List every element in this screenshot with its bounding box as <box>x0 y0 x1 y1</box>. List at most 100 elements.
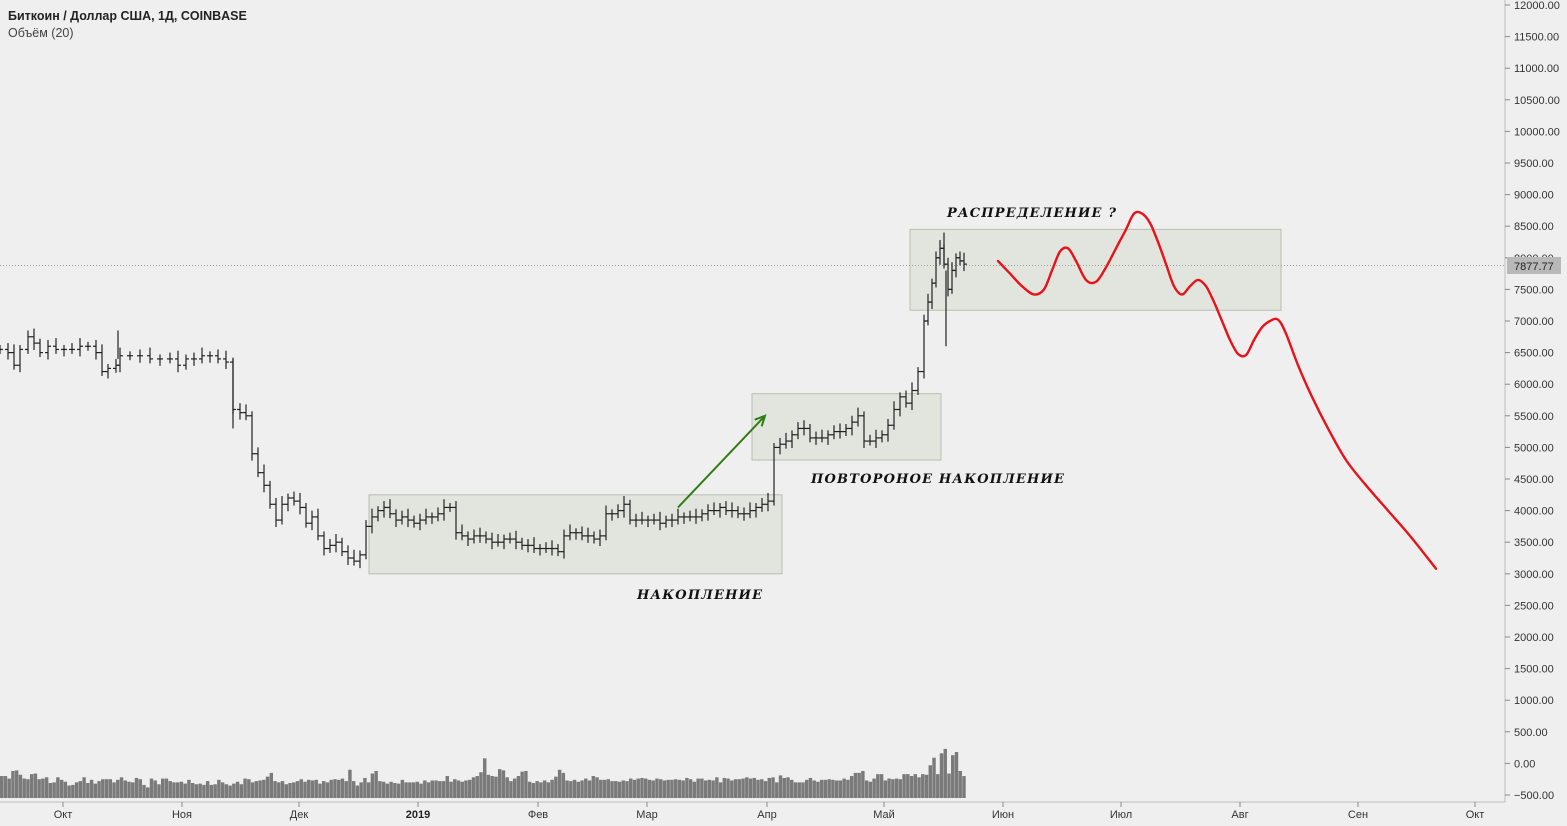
volume-bar <box>584 778 588 798</box>
price-bar <box>723 501 729 516</box>
volume-bar <box>861 770 865 798</box>
volume-bar <box>599 779 603 798</box>
price-bar <box>127 351 133 361</box>
price-tick-label: 5000.00 <box>1514 442 1554 454</box>
volume-bar <box>426 782 431 798</box>
volume-bar <box>381 781 386 798</box>
price-tick-label: 7000.00 <box>1514 316 1554 328</box>
volume-bar <box>310 780 315 798</box>
price-tick-label: 6000.00 <box>1514 379 1554 391</box>
price-bar <box>255 447 261 478</box>
symbol-title[interactable]: Биткоин / Доллар США, 1Д, COINBASE <box>8 9 247 23</box>
time-axis[interactable]: Окт Ноя Дек 2019 Фев Мар Апр Май Июн Июл Авг Сен Окт <box>54 802 1485 821</box>
price-bar <box>351 549 357 566</box>
price-bar <box>891 401 897 430</box>
volume-bar <box>509 781 513 798</box>
volume-bar <box>831 779 835 798</box>
volume-bar <box>711 780 715 798</box>
volume-bar <box>516 776 521 798</box>
volume-bar <box>63 781 68 798</box>
price-bar <box>741 507 747 521</box>
price-bar <box>843 424 849 437</box>
price-bar <box>735 506 741 519</box>
volume-bar <box>501 770 506 798</box>
price-bar <box>753 503 759 518</box>
volume-bar <box>235 781 240 798</box>
volume-bar <box>666 779 670 798</box>
volume-bar <box>505 777 509 798</box>
volume-bar <box>445 776 449 798</box>
price-bar <box>99 344 105 376</box>
volume-bar <box>408 782 412 798</box>
volume-bar <box>647 779 652 798</box>
price-tick-label: 2000.00 <box>1514 632 1554 644</box>
price-tick-label: 10000.00 <box>1514 126 1560 138</box>
volume-bar <box>0 776 4 798</box>
volume-bar <box>104 779 109 798</box>
volume-bar <box>194 784 199 798</box>
volume-bar <box>906 774 910 798</box>
volume-bar <box>756 779 760 798</box>
volume-bar <box>879 774 884 798</box>
price-bar <box>37 338 43 358</box>
volume-bar <box>561 772 566 798</box>
volume-bar <box>404 782 408 798</box>
volume-bar <box>921 774 925 798</box>
volume-bar <box>179 781 184 798</box>
price-axis[interactable]: 12000.00 11500.00 11000.00 10500.00 10000.00… <box>1505 0 1560 802</box>
volume-bar <box>411 782 416 798</box>
volume-bar <box>805 779 809 798</box>
volume-bar <box>479 772 483 798</box>
volume-indicator-label[interactable]: Объём (20) <box>8 26 74 40</box>
price-bar <box>93 339 99 360</box>
price-tick-label: 9000.00 <box>1514 190 1554 202</box>
volume-bar <box>56 777 60 798</box>
volume-bar <box>819 779 824 798</box>
volume-bar <box>14 770 19 798</box>
volume-bar <box>438 781 442 798</box>
volume-bar <box>554 776 558 798</box>
price-bar <box>381 501 387 518</box>
volume-bar <box>239 784 244 798</box>
volume-bar <box>183 783 187 798</box>
volume-bar <box>891 779 895 798</box>
volume-bar <box>483 758 487 798</box>
distribution-label: РАСПРЕДЕЛЕНИЕ ? <box>946 206 1117 221</box>
volume-bar <box>606 779 610 798</box>
price-bar <box>215 349 221 364</box>
price-bar <box>85 341 91 351</box>
volume-bar <box>625 781 629 798</box>
volume-bar <box>722 777 727 798</box>
volume-bar <box>389 781 393 798</box>
volume-bar <box>363 777 367 798</box>
price-bar <box>243 404 249 421</box>
volume-layer <box>0 748 966 798</box>
volume-bar <box>924 774 929 798</box>
price-bar <box>315 508 321 541</box>
volume-bar <box>351 781 356 798</box>
volume-bar <box>366 782 371 798</box>
volume-bar <box>71 784 75 798</box>
price-bar <box>633 513 639 528</box>
volume-bar <box>849 776 854 798</box>
volume-bar <box>726 778 730 798</box>
volume-bar <box>752 777 757 798</box>
zone-distribution <box>909 228 1282 311</box>
volume-bar <box>78 781 83 798</box>
volume-bar <box>187 779 191 798</box>
volume-bar <box>168 781 172 798</box>
price-bar <box>795 422 801 440</box>
price-bar <box>819 429 825 443</box>
price-tick-label: 8500.00 <box>1514 221 1554 233</box>
volume-bar <box>864 780 869 798</box>
volume-bar <box>782 777 786 798</box>
price-bar <box>321 531 327 556</box>
price-bar <box>645 515 651 528</box>
volume-bar <box>557 769 562 798</box>
price-bar <box>339 537 345 557</box>
volume-bar <box>149 778 154 798</box>
volume-bar <box>696 778 700 798</box>
price-bar <box>53 338 59 354</box>
price-bar <box>267 480 273 509</box>
